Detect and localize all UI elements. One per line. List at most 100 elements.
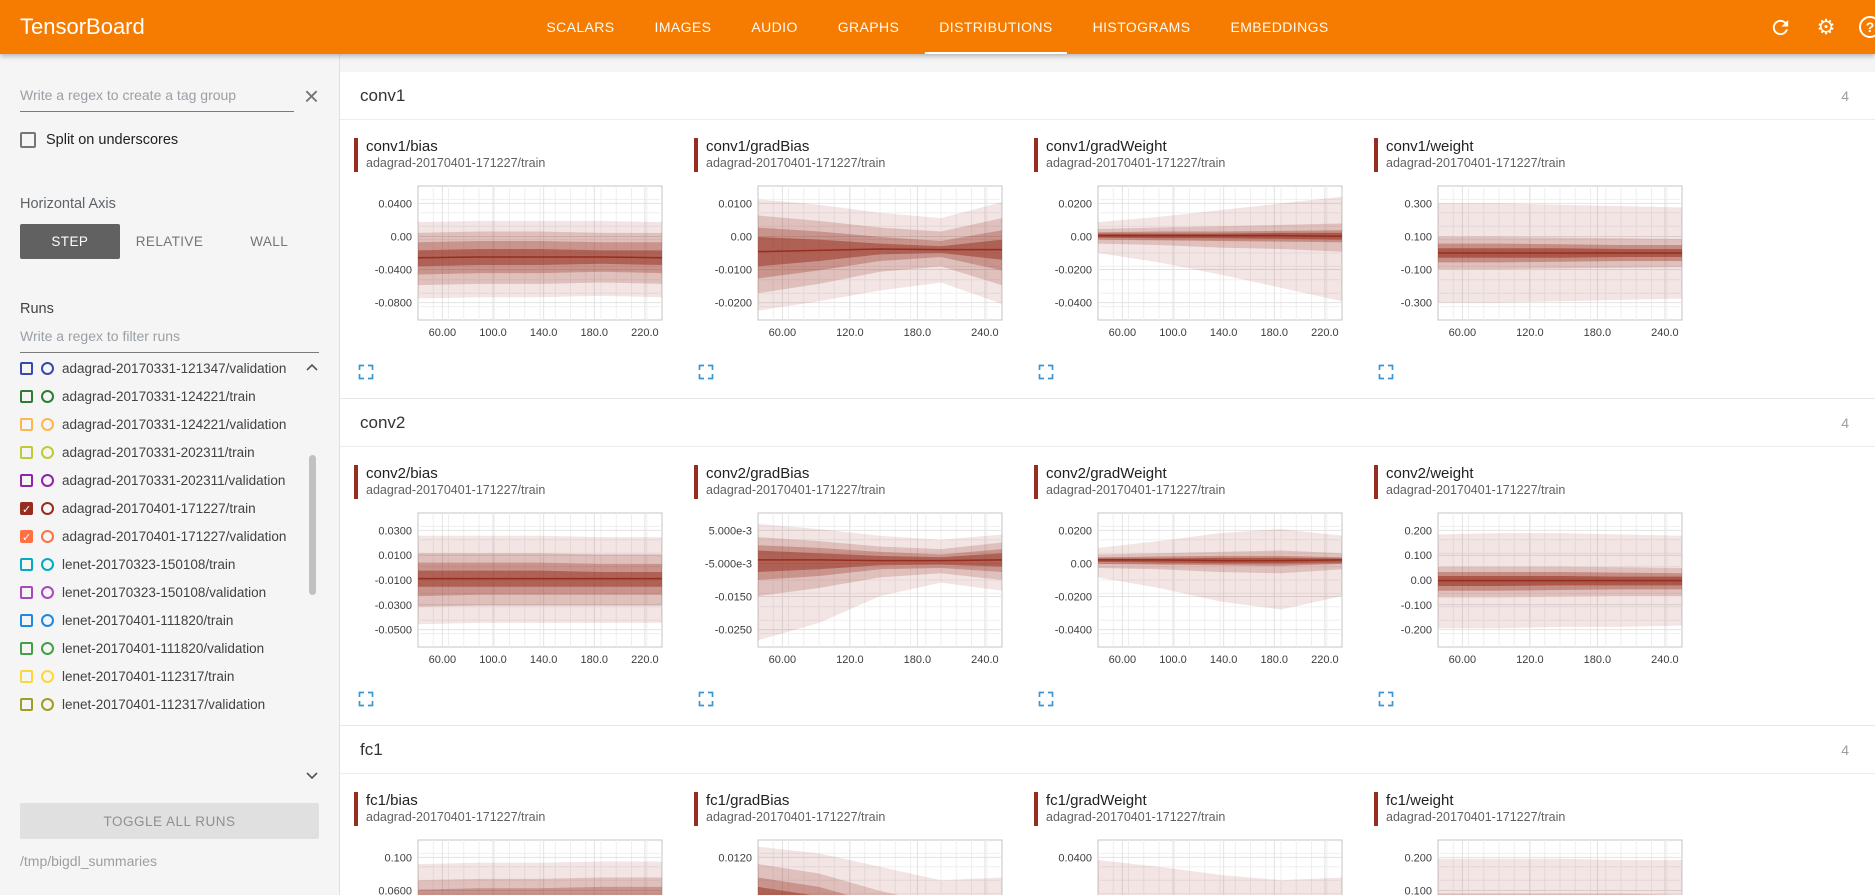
run-item[interactable]: adagrad-20170331-124221/validation	[20, 411, 295, 439]
run-item[interactable]: lenet-20170401-111820/validation	[20, 635, 295, 663]
scroll-up-icon[interactable]	[305, 359, 319, 377]
tag-section-conv1: conv1 4 conv1/bias adagrad-20170401-171227/…	[340, 72, 1875, 398]
svg-text:220.0: 220.0	[1311, 327, 1339, 339]
run-item[interactable]: lenet-20170323-150108/train	[20, 551, 295, 579]
run-list-scrollbar[interactable]	[309, 455, 316, 595]
chart-run-label: adagrad-20170401-171227/train	[706, 810, 886, 824]
close-icon[interactable]: ×	[303, 81, 319, 111]
help-icon[interactable]: ?	[1859, 16, 1875, 38]
run-item[interactable]: lenet-20170323-150108/validation	[20, 579, 295, 607]
expand-chart-button[interactable]	[697, 690, 715, 713]
axis-button-wall[interactable]: WALL	[250, 234, 289, 249]
run-checkbox[interactable]	[20, 474, 33, 487]
tab-audio[interactable]: AUDIO	[751, 19, 798, 35]
run-item[interactable]: adagrad-20170331-202311/train	[20, 439, 295, 467]
run-checkbox[interactable]	[20, 642, 33, 655]
toggle-all-runs-button[interactable]: TOGGLE ALL RUNS	[20, 803, 319, 839]
run-checkbox[interactable]: ✓	[20, 502, 33, 516]
run-radio[interactable]	[41, 586, 54, 599]
svg-text:120.0: 120.0	[836, 654, 864, 666]
svg-text:-0.200: -0.200	[1401, 625, 1432, 637]
run-item[interactable]: ✓ adagrad-20170401-171227/train	[20, 495, 295, 523]
chart-title: fc1/weight	[1386, 792, 1454, 809]
run-radio[interactable]	[41, 418, 54, 431]
run-radio[interactable]	[41, 530, 54, 543]
run-checkbox[interactable]	[20, 418, 33, 431]
expand-chart-button[interactable]	[1037, 690, 1055, 713]
run-color-stripe	[1034, 138, 1038, 172]
run-radio[interactable]	[41, 502, 54, 515]
run-radio[interactable]	[41, 642, 54, 655]
run-item[interactable]: adagrad-20170331-121347/validation	[20, 355, 295, 383]
run-checkbox[interactable]	[20, 586, 33, 599]
checkbox-icon[interactable]	[20, 132, 36, 148]
tab-histograms[interactable]: HISTOGRAMS	[1092, 19, 1191, 35]
tab-graphs[interactable]: GRAPHS	[837, 19, 900, 35]
run-radio[interactable]	[41, 698, 54, 711]
distribution-chart: 0.0200 0.00 -0.0200 -0.0400 60.00 100.0 140.0 1…	[1055, 185, 1343, 339]
svg-text:240.0: 240.0	[1651, 327, 1679, 339]
section-header[interactable]: conv1 4	[340, 72, 1875, 120]
svg-text:0.0100: 0.0100	[378, 550, 412, 562]
run-item[interactable]: lenet-20170401-111820/train	[20, 607, 295, 635]
run-checkbox[interactable]	[20, 614, 33, 627]
run-radio[interactable]	[41, 390, 54, 403]
svg-text:120.0: 120.0	[1516, 327, 1544, 339]
section-count: 4	[1841, 415, 1849, 431]
expand-chart-button[interactable]	[1377, 363, 1395, 386]
run-item[interactable]: adagrad-20170331-124221/train	[20, 383, 295, 411]
run-checkbox[interactable]	[20, 362, 33, 375]
expand-chart-button[interactable]	[697, 363, 715, 386]
svg-text:220.0: 220.0	[631, 654, 659, 666]
expand-chart-button[interactable]	[1037, 363, 1055, 386]
split-underscores-checkbox-row[interactable]: Split on underscores	[20, 132, 319, 148]
tab-embeddings[interactable]: EMBEDDINGS	[1230, 19, 1329, 35]
chart-title: conv2/gradBias	[706, 465, 810, 482]
tab-distributions[interactable]: DISTRIBUTIONS	[919, 0, 1072, 54]
svg-text:120.0: 120.0	[1516, 654, 1544, 666]
run-radio[interactable]	[41, 614, 54, 627]
axis-button-relative[interactable]: RELATIVE	[135, 234, 204, 249]
tab-scalars[interactable]: SCALARS	[546, 19, 615, 35]
svg-text:60.00: 60.00	[1109, 654, 1137, 666]
run-checkbox[interactable]	[20, 558, 33, 571]
run-checkbox[interactable]	[20, 698, 33, 711]
run-radio[interactable]	[41, 670, 54, 683]
distribution-plot: 0.0200 0.00 -0.0200 -0.0400 60.00 100.0 140.0 1…	[1034, 505, 1364, 682]
chart-card: fc1/gradBias adagrad-20170401-171227/trai…	[694, 792, 1034, 895]
run-regex-input[interactable]	[20, 321, 319, 353]
run-item[interactable]: lenet-20170401-112317/train	[20, 663, 295, 691]
distribution-plot: 5.000e-3 -5.000e-3 -0.0150 -0.0250 60.00 120.…	[694, 505, 1024, 682]
run-checkbox[interactable]	[20, 390, 33, 403]
svg-text:100.0: 100.0	[1159, 654, 1187, 666]
scroll-down-icon[interactable]	[305, 767, 319, 785]
expand-chart-button[interactable]	[1377, 690, 1395, 713]
expand-chart-button[interactable]	[357, 690, 375, 713]
run-radio[interactable]	[41, 362, 54, 375]
svg-text:-0.0800: -0.0800	[375, 298, 412, 310]
run-radio[interactable]	[41, 446, 54, 459]
run-name: lenet-20170401-111820/validation	[62, 641, 265, 656]
run-radio[interactable]	[41, 558, 54, 571]
run-name: adagrad-20170331-124221/train	[62, 389, 256, 404]
axis-button-step[interactable]: STEP	[20, 224, 120, 259]
section-header[interactable]: conv2 4	[340, 399, 1875, 447]
run-item[interactable]: ✓ adagrad-20170401-171227/validation	[20, 523, 295, 551]
run-radio[interactable]	[41, 474, 54, 487]
section-header[interactable]: fc1 4	[340, 726, 1875, 774]
expand-chart-button[interactable]	[357, 363, 375, 386]
run-checkbox[interactable]	[20, 670, 33, 683]
run-color-stripe	[694, 138, 698, 172]
run-checkbox[interactable]: ✓	[20, 530, 33, 544]
tag-regex-input[interactable]	[20, 80, 294, 112]
chart-title: conv2/bias	[366, 465, 438, 482]
settings-icon[interactable]: ⚙	[1816, 15, 1836, 39]
svg-text:100.0: 100.0	[479, 327, 507, 339]
tab-images[interactable]: IMAGES	[654, 19, 712, 35]
refresh-icon[interactable]	[1767, 14, 1793, 40]
run-item[interactable]: lenet-20170401-112317/validation	[20, 691, 295, 719]
svg-text:5.000e-3: 5.000e-3	[709, 525, 752, 537]
run-checkbox[interactable]	[20, 446, 33, 459]
run-item[interactable]: adagrad-20170331-202311/validation	[20, 467, 295, 495]
chart-run-label: adagrad-20170401-171227/train	[1046, 483, 1226, 497]
